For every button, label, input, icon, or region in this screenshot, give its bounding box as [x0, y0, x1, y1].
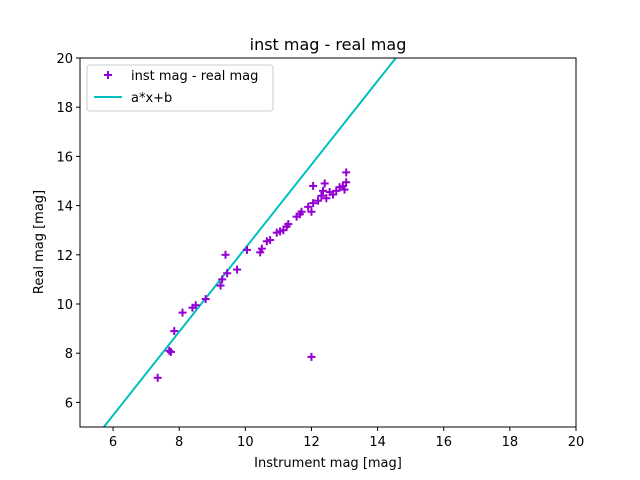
scatter-point	[256, 248, 265, 257]
scatter-point	[322, 194, 331, 203]
y-tick-label: 6	[65, 396, 73, 411]
x-axis: 6 8 10 12 14 16 18 20	[109, 427, 584, 450]
scatter-point	[284, 220, 293, 229]
x-tick-label: 14	[369, 435, 386, 450]
plot-area	[103, 58, 397, 427]
y-tick-label: 10	[56, 298, 73, 313]
y-tick-label: 12	[56, 249, 73, 264]
chart-title: inst mag - real mag	[250, 35, 407, 54]
y-tick-label: 8	[65, 347, 73, 362]
scatter-point	[307, 352, 316, 361]
x-tick-label: 6	[109, 435, 117, 450]
scatter-point	[165, 346, 174, 355]
legend-plus-icon	[104, 71, 112, 79]
legend: inst mag - real mag a*x+b	[86, 64, 274, 112]
scatter-point	[297, 207, 306, 216]
y-tick-label: 16	[56, 150, 73, 165]
plot-frame	[79, 57, 577, 428]
scatter-point	[178, 308, 187, 317]
scatter-point	[218, 275, 227, 284]
x-tick-label: 8	[175, 435, 183, 450]
legend-scatter-marker	[104, 71, 112, 79]
x-tick-label: 10	[237, 435, 254, 450]
scatter-point	[309, 199, 318, 208]
scatter-point	[319, 186, 328, 195]
legend-box	[86, 64, 274, 112]
scatter-point	[320, 179, 329, 188]
scatter-point	[340, 185, 349, 194]
scatter-point	[257, 244, 266, 253]
legend-label-scatter: inst mag - real mag	[131, 69, 258, 84]
legend-label-line: a*x+b	[131, 91, 172, 106]
scatter-point	[166, 347, 175, 356]
scatter-point	[314, 196, 323, 205]
scatter-point	[153, 373, 162, 382]
fit-line	[103, 58, 397, 427]
scatter-point	[191, 301, 200, 310]
scatter-point	[304, 202, 313, 211]
scatter-point	[221, 250, 230, 259]
scatter-point	[342, 178, 351, 187]
y-axis: 6 8 10 12 14 16 18 20	[56, 52, 80, 411]
x-tick-label: 18	[502, 435, 519, 450]
x-axis-label: Instrument mag [mag]	[254, 456, 402, 471]
y-axis-label: Real mag [mag]	[32, 190, 47, 294]
scatter-point	[233, 265, 242, 274]
x-tick-label: 16	[435, 435, 452, 450]
scatter-point	[223, 269, 232, 278]
scatter-point	[317, 191, 326, 200]
scatter-point	[170, 327, 179, 336]
y-tick-label: 20	[56, 52, 73, 67]
scatter-point	[309, 181, 318, 190]
x-tick-label: 20	[568, 435, 585, 450]
scatter-point	[342, 168, 351, 177]
x-tick-label: 12	[303, 435, 320, 450]
scatter-point	[266, 236, 275, 245]
y-tick-label: 18	[56, 101, 73, 116]
scatter-point	[242, 245, 251, 254]
y-tick-label: 14	[56, 200, 73, 215]
scatter-point	[307, 207, 316, 216]
scatter-point	[201, 295, 210, 304]
scatter-point	[216, 281, 225, 290]
